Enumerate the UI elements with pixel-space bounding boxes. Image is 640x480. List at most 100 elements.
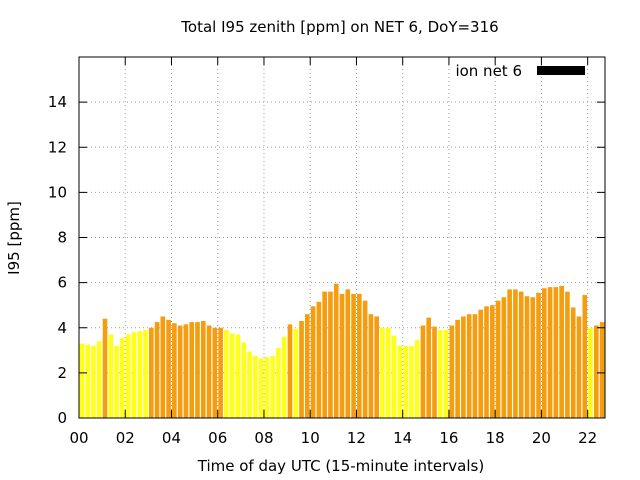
x-tick-label: 12 — [347, 429, 366, 447]
grid — [79, 57, 605, 418]
bar — [461, 316, 466, 418]
bar — [114, 345, 119, 418]
bar — [160, 316, 166, 418]
bar — [484, 306, 489, 418]
bar — [547, 287, 553, 418]
y-tick-label: 10 — [48, 183, 67, 201]
bar — [218, 327, 223, 418]
bar — [96, 341, 102, 418]
bar — [125, 334, 131, 418]
y-tick-label: 0 — [57, 409, 67, 427]
bar — [495, 300, 501, 418]
bar — [148, 327, 154, 418]
bar — [420, 325, 426, 418]
y-tick-label: 4 — [57, 319, 67, 337]
bar — [229, 333, 235, 418]
bar — [224, 330, 229, 418]
bar — [200, 320, 206, 418]
y-tick-label: 8 — [57, 229, 67, 247]
bar — [530, 297, 536, 418]
bar — [443, 330, 449, 418]
bar — [310, 306, 316, 418]
bar — [501, 297, 507, 418]
y-tick-label: 14 — [48, 93, 67, 111]
y-tick-label: 2 — [57, 364, 67, 382]
x-axis-label: Time of day UTC (15-minute intervals) — [197, 457, 484, 475]
bar — [270, 355, 275, 418]
bar — [374, 316, 379, 418]
x-tick-label: 18 — [486, 429, 505, 447]
bar — [507, 289, 512, 418]
bar — [594, 325, 599, 418]
bar — [316, 301, 322, 418]
bar — [305, 314, 310, 418]
x-tick-label: 02 — [116, 429, 135, 447]
x-tick-label: 06 — [208, 429, 227, 447]
bar — [599, 322, 605, 418]
bar — [518, 291, 524, 418]
bar — [183, 324, 189, 418]
bar — [299, 320, 304, 418]
chart-title: Total I95 zenith [ppm] on NET 6, DoY=316 — [180, 18, 498, 36]
y-axis-label: I95 [ppm] — [5, 201, 23, 275]
bar — [513, 289, 518, 418]
bar — [472, 314, 478, 418]
bar — [403, 345, 408, 418]
x-tick-label: 00 — [69, 429, 88, 447]
bar — [380, 327, 385, 418]
bar — [553, 287, 559, 418]
bar — [281, 336, 287, 418]
bar — [478, 309, 484, 418]
bar — [414, 340, 420, 418]
ticks — [78, 57, 605, 419]
bar — [85, 344, 90, 418]
bar — [357, 293, 362, 418]
bar — [322, 291, 327, 418]
bar — [455, 319, 460, 418]
bar — [172, 323, 177, 418]
legend-label: ion net 6 — [455, 62, 522, 80]
bar — [576, 316, 582, 418]
x-tick-label: 20 — [532, 429, 551, 447]
y-tick-label: 6 — [57, 274, 67, 292]
bar — [258, 358, 264, 418]
x-tick-label: 22 — [578, 429, 597, 447]
bar — [524, 296, 530, 418]
bar — [570, 307, 576, 418]
bar — [426, 317, 432, 418]
bar — [345, 289, 351, 418]
bar — [137, 331, 143, 418]
bar — [368, 314, 374, 418]
bar — [287, 324, 293, 418]
x-tick-label: 08 — [254, 429, 273, 447]
bar — [212, 327, 218, 418]
x-tick-label: 04 — [162, 429, 181, 447]
bar — [79, 343, 85, 418]
bar — [333, 283, 339, 418]
bar — [362, 300, 368, 418]
bar — [582, 295, 588, 418]
bar — [559, 286, 564, 418]
bar — [466, 314, 472, 418]
bar — [489, 305, 495, 418]
bar — [189, 322, 195, 418]
bar — [247, 351, 252, 418]
bar — [432, 326, 437, 418]
bar — [177, 325, 183, 418]
bar — [91, 345, 96, 418]
y-tick-label: 12 — [48, 138, 67, 156]
bar — [328, 291, 333, 418]
bar — [235, 334, 241, 418]
bar — [195, 322, 200, 418]
bar — [339, 293, 345, 418]
x-tick-label: 10 — [301, 429, 320, 447]
bar — [391, 335, 397, 418]
bar — [120, 337, 125, 418]
bar — [154, 322, 160, 418]
bar — [293, 328, 299, 418]
bars — [79, 283, 605, 418]
bar — [541, 288, 547, 418]
bar — [588, 327, 593, 418]
